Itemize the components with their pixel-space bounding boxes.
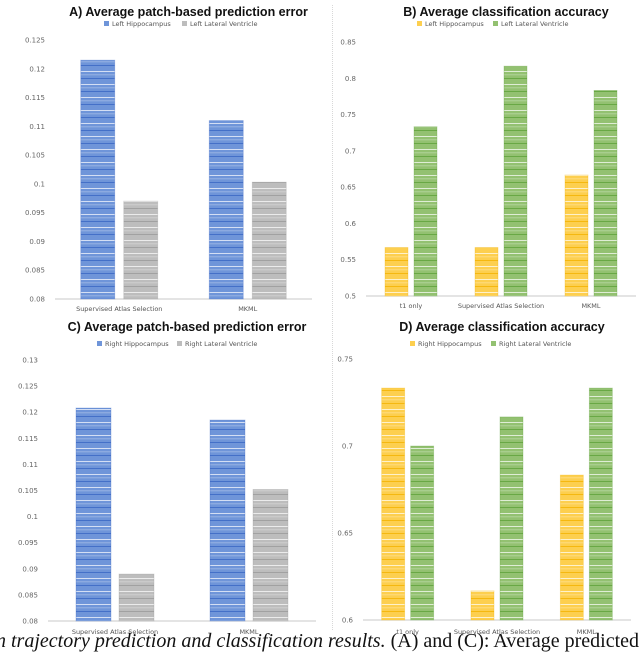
y-tick-label: 0.13 [22,357,38,365]
legend-label: Right Hippocampus [418,340,482,348]
chart-title: D) Average classification accuracy [399,320,604,334]
bar [118,573,155,622]
x-category-label: t1 only [396,628,419,636]
legend-swatch [493,21,498,26]
y-tick-label: 0.085 [25,267,45,275]
bar [499,416,524,621]
bar [209,419,246,622]
x-category-label: Supervised Atlas Selection [458,302,544,310]
y-tick-label: 0.115 [18,435,38,443]
chart-a: A) Average patch-based prediction errorL… [25,5,312,313]
y-tick-label: 0.85 [340,39,356,47]
x-category-label: Supervised Atlas Selection [76,305,162,313]
bar [410,445,435,621]
y-tick-label: 0.5 [345,293,356,301]
bar [588,387,613,621]
y-tick-label: 0.08 [22,618,38,626]
bar [474,247,499,297]
bar [593,90,618,297]
bar [564,174,589,297]
chart-title: A) Average patch-based prediction error [69,5,308,19]
x-category-label: t1 only [400,302,423,310]
bar [413,126,438,297]
panel-divider [332,5,333,630]
y-tick-label: 0.095 [18,539,38,547]
legend-swatch [182,21,187,26]
bar [80,59,116,300]
y-tick-label: 0.65 [340,184,356,192]
legend-label: Left Hippocampus [112,20,171,28]
x-category-label: Supervised Atlas Selection [454,628,540,636]
chart-d: D) Average classification accuracy Right … [337,320,631,636]
y-tick-label: 0.125 [18,383,38,391]
x-category-label: MKML [239,628,258,636]
y-tick-label: 0.75 [337,356,353,364]
legend-swatch [97,341,102,346]
x-category-label: MKML [581,302,600,310]
chart-title: C) Average patch-based prediction error [68,320,307,334]
chart-a-panel: A) Average patch-based prediction error L… [0,0,320,315]
y-tick-label: 0.8 [345,75,356,83]
caption-italic: n trajectory prediction and classificati… [0,630,386,652]
y-tick-label: 0.75 [340,111,356,119]
legend-label: Left Lateral Ventricle [501,20,568,28]
y-tick-label: 0.105 [25,152,45,160]
legend-swatch [491,341,496,346]
chart-c-panel: C) Average patch-based prediction error R… [0,312,320,636]
y-tick-label: 0.105 [18,487,38,495]
y-tick-label: 0.11 [22,461,38,469]
bar [208,120,244,300]
bar [470,590,495,621]
chart-d-panel: D) Average classification accuracy Right … [320,312,640,636]
bar [559,474,584,621]
legend-label: Right Lateral Ventricle [499,340,571,348]
figure-caption: n trajectory prediction and classificati… [0,630,640,653]
y-tick-label: 0.12 [22,409,38,417]
y-tick-label: 0.55 [340,256,356,264]
bar [123,200,159,300]
legend-label: Left Lateral Ventricle [190,20,257,28]
caption-text: (A) and (C): Average predicted [385,630,640,652]
legend-label: Right Hippocampus [105,340,169,348]
legend-label: Left Hippocampus [425,20,484,28]
legend-swatch [410,341,415,346]
y-tick-label: 0.65 [337,530,353,538]
y-tick-label: 0.12 [29,65,45,73]
legend-swatch [104,21,109,26]
y-tick-label: 0.09 [29,238,45,246]
y-tick-label: 0.095 [25,209,45,217]
bar [252,489,289,622]
bar [251,181,287,300]
y-tick-label: 0.11 [29,123,45,131]
x-category-label: MKML [238,305,257,313]
legend-swatch [177,341,182,346]
y-tick-label: 0.7 [345,147,356,155]
legend-swatch [417,21,422,26]
y-tick-label: 0.6 [342,617,354,625]
legend-label: Right Lateral Ventricle [185,340,257,348]
chart-b-panel: B) Average classification accuracy Left H… [320,0,640,315]
x-category-label: MKML [577,628,596,636]
y-tick-label: 0.1 [27,513,38,521]
bar [503,65,528,297]
y-tick-label: 0.115 [25,94,45,102]
y-tick-label: 0.1 [34,180,45,188]
y-tick-label: 0.6 [345,220,357,228]
bar [75,407,112,622]
y-tick-label: 0.09 [22,565,38,573]
bar [384,247,409,297]
y-tick-label: 0.7 [342,443,353,451]
x-category-label: Supervised Atlas Selection [72,628,158,636]
bar [381,387,406,621]
y-tick-label: 0.08 [29,296,45,304]
y-tick-label: 0.085 [18,591,38,599]
y-tick-label: 0.125 [25,37,45,45]
chart-title: B) Average classification accuracy [403,5,608,19]
chart-c: C) Average patch-based prediction error R… [18,320,316,636]
